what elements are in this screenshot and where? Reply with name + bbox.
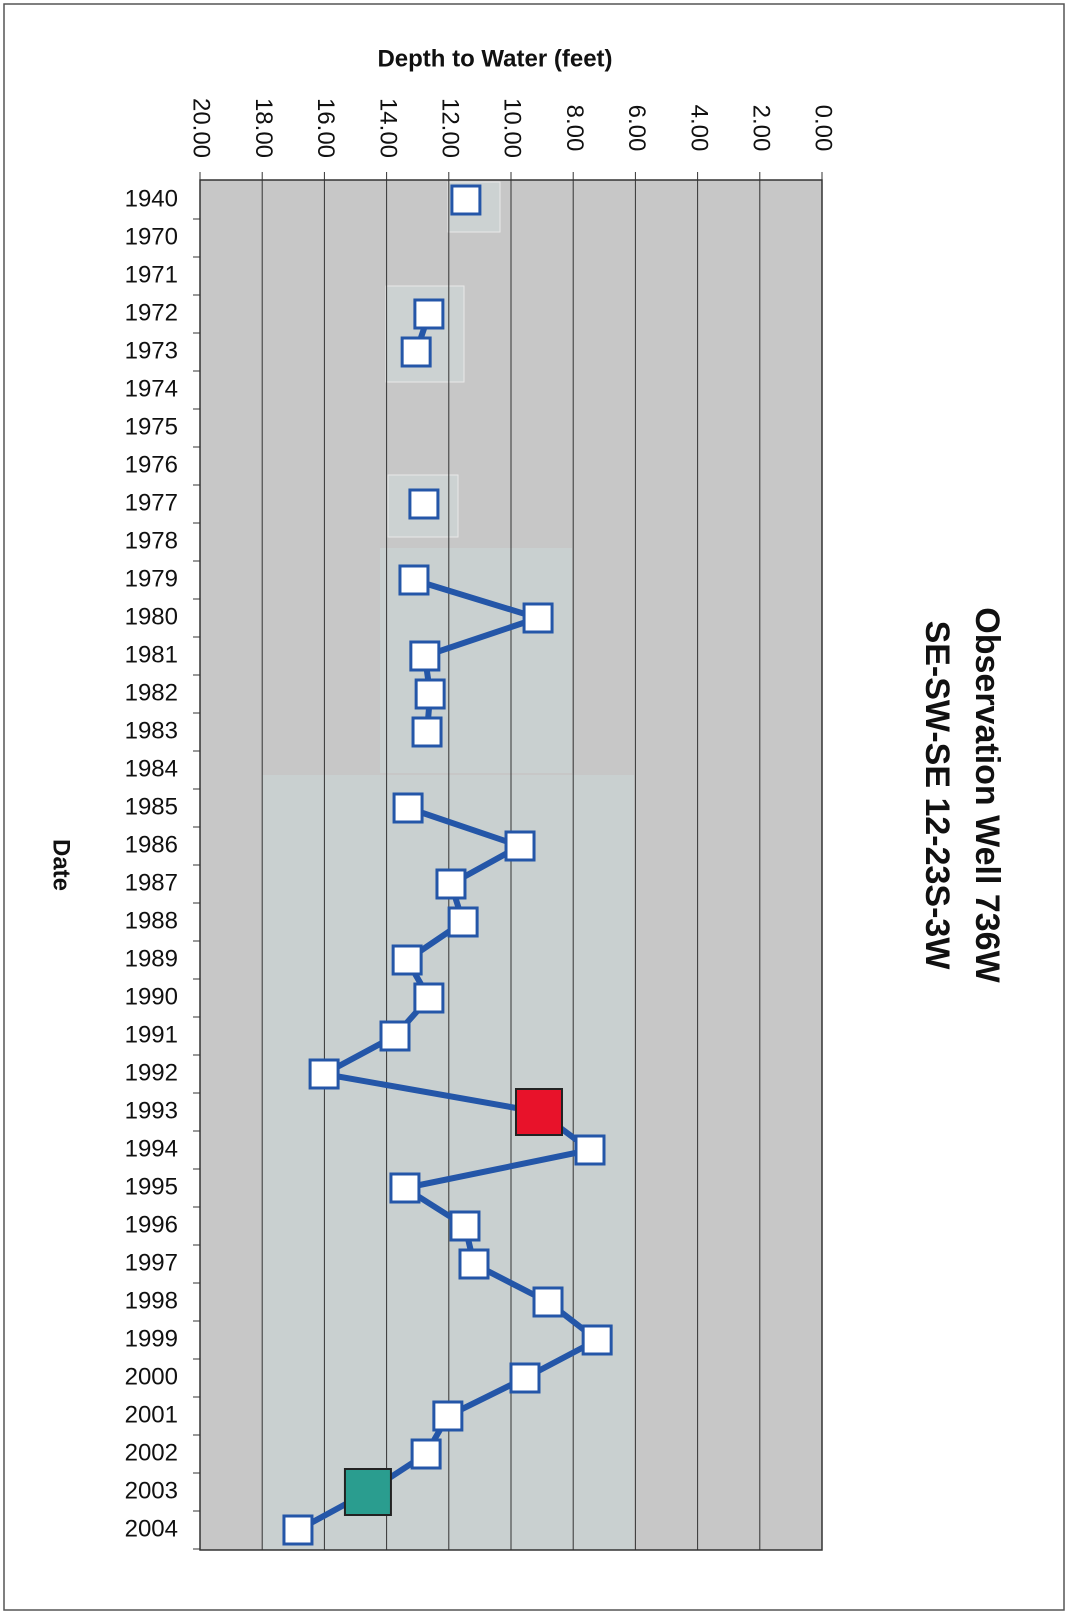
marker (392, 792, 424, 824)
y-tick-label: 1991 (125, 1021, 178, 1048)
chart-title: Observation Well 736W (968, 607, 1006, 983)
marker (282, 1514, 314, 1546)
marker (389, 1172, 421, 1204)
marker (532, 1286, 564, 1318)
y-tick-label: 1989 (125, 945, 178, 972)
y-tick-label: 1976 (125, 451, 178, 478)
y-tick-label: 1985 (125, 793, 178, 820)
x-tick-label: 6.00 (623, 105, 650, 152)
marker (379, 1020, 411, 1052)
frame (3, 3, 1065, 1611)
marker (414, 678, 446, 710)
y-tick-label: 1974 (125, 375, 178, 402)
y-tick-label: 1970 (125, 223, 178, 250)
y-tick-label: 1999 (125, 1325, 178, 1352)
y-tick-label: 1979 (125, 565, 178, 592)
marker (413, 982, 445, 1014)
x-tick-label: 0.00 (810, 105, 837, 152)
y-tick-label: 1990 (125, 983, 178, 1010)
y-tick-label: 1998 (125, 1287, 178, 1314)
y-tick-label: 1980 (125, 603, 178, 630)
marker (398, 564, 430, 596)
marker (447, 906, 479, 938)
marker (504, 830, 536, 862)
y-tick-label: 2000 (125, 1363, 178, 1390)
y-tick-label: 1975 (125, 413, 178, 440)
x-tick-label: 14.00 (374, 98, 401, 158)
y-tick-label: 1981 (125, 641, 178, 668)
marker (410, 1438, 442, 1470)
marker (432, 1400, 464, 1432)
x-tick-label: 10.00 (499, 98, 526, 158)
y-tick-label: 1940 (125, 185, 178, 212)
y-tick-label: 1971 (125, 261, 178, 288)
y-tick-label: 2001 (125, 1401, 178, 1428)
y-tick-label: 2003 (125, 1477, 178, 1504)
marker (413, 298, 445, 330)
y-tick-label: 1995 (125, 1173, 178, 1200)
marker (581, 1324, 613, 1356)
x-tick-label: 4.00 (685, 105, 712, 152)
y-tick-label: 1996 (125, 1211, 178, 1238)
y-tick-label: 1972 (125, 299, 178, 326)
y-tick-label: 1973 (125, 337, 178, 364)
y-tick-label: 1983 (125, 717, 178, 744)
y-axis-title: Date (48, 839, 75, 891)
marker (391, 944, 423, 976)
marker (343, 1468, 392, 1516)
marker (522, 602, 554, 634)
y-tick-label: 1988 (125, 907, 178, 934)
y-tick-label: 1987 (125, 869, 178, 896)
y-tick-label: 1982 (125, 679, 178, 706)
marker (458, 1248, 490, 1280)
y-tick-label: 2002 (125, 1439, 178, 1466)
marker (435, 868, 467, 900)
y-tick-label: 1977 (125, 489, 178, 516)
x-tick-label: 8.00 (561, 105, 588, 152)
y-tick-label: 2004 (125, 1515, 178, 1542)
marker (408, 488, 440, 520)
x-axis-title: Depth to Water (feet) (377, 45, 612, 72)
x-tick-label: 18.00 (250, 98, 277, 158)
marker (509, 1362, 541, 1394)
marker (450, 184, 482, 216)
y-tick-label: 1978 (125, 527, 178, 554)
y-tick-label: 1986 (125, 831, 178, 858)
x-tick-label: 2.00 (747, 105, 774, 152)
y-tick-label: 1994 (125, 1135, 178, 1162)
marker (449, 1210, 481, 1242)
x-tick-label: 16.00 (312, 98, 339, 158)
x-tick-label: 12.00 (436, 98, 463, 158)
marker (308, 1058, 340, 1090)
y-tick-label: 1997 (125, 1249, 178, 1276)
y-tick-label: 1993 (125, 1097, 178, 1124)
y-tick-label: 1984 (125, 755, 178, 782)
chart-subtitle: SE-SW-SE 12-23S-3W (918, 621, 956, 971)
marker (411, 716, 443, 748)
marker (400, 336, 432, 368)
marker (409, 640, 441, 672)
y-tick-label: 1992 (125, 1059, 178, 1086)
marker (514, 1088, 563, 1136)
x-tick-label: 20.00 (188, 98, 215, 158)
marker (574, 1134, 606, 1166)
